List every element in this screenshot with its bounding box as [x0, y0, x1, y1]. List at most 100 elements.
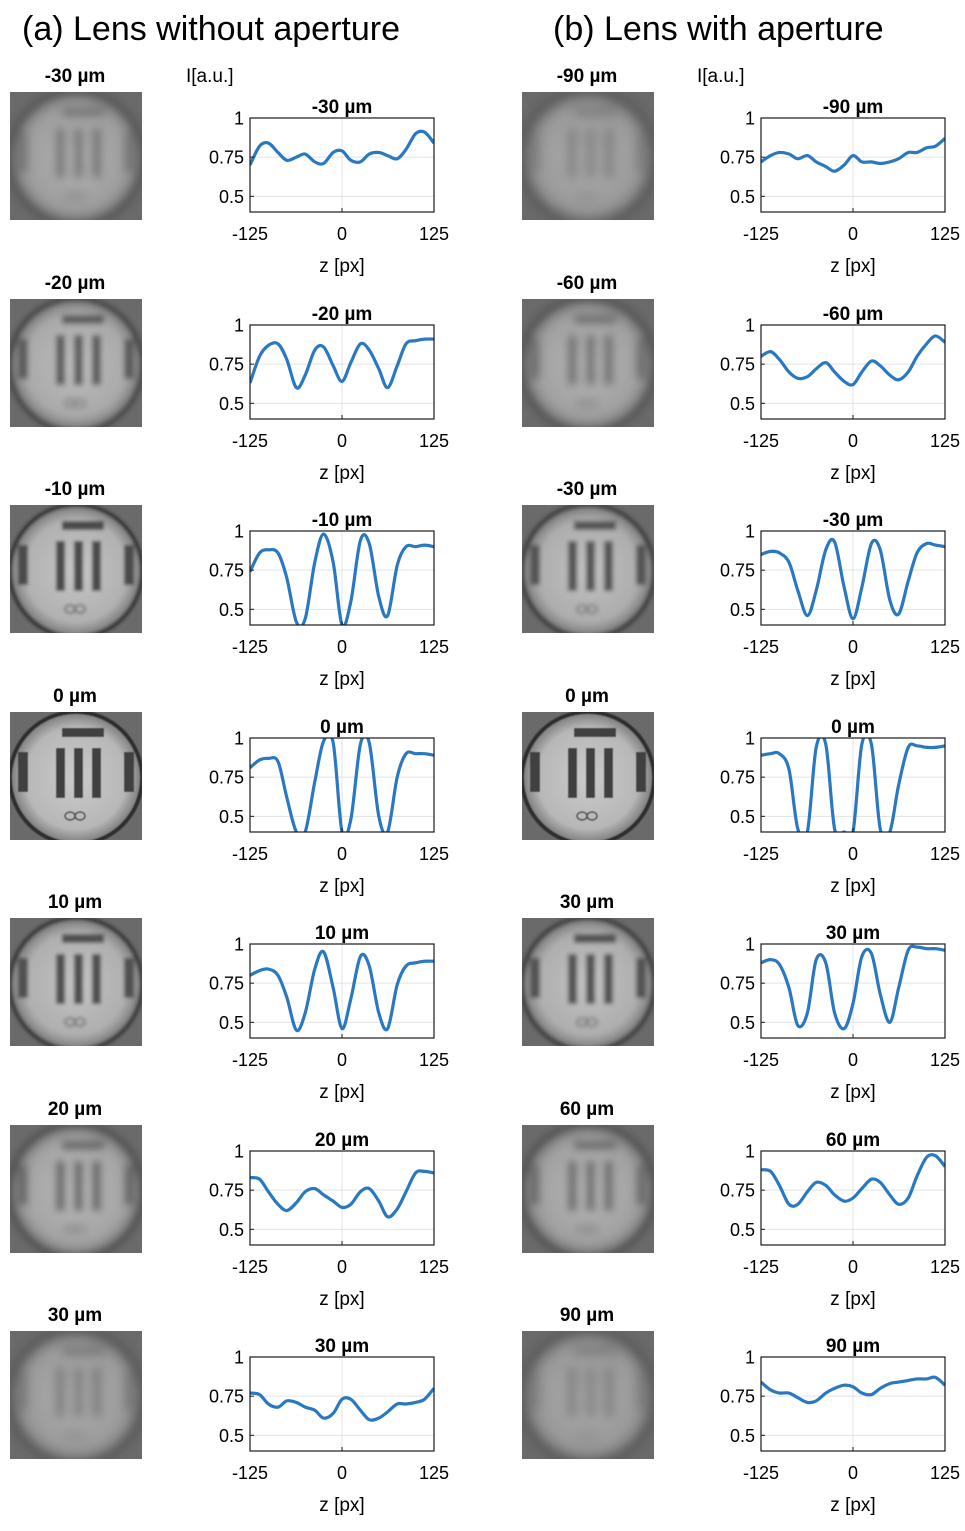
row-label: 20 µm — [47, 1098, 103, 1120]
x-tick-label: 0 — [337, 637, 347, 657]
y-tick-label: 1 — [745, 1141, 755, 1161]
row-label: 10 µm — [47, 892, 103, 913]
series-line — [761, 1375, 945, 1405]
y-tick-label: 0.75 — [720, 1387, 755, 1407]
y-tick-label: 0.5 — [730, 1426, 755, 1446]
microscope-image — [522, 1124, 654, 1253]
y-tick-label: 0.5 — [219, 806, 244, 826]
line-plot: 0.5 0.75 1 -125 0 125 60 µm z [px] — [720, 1130, 960, 1310]
x-tick-label: 125 — [419, 1257, 449, 1277]
series-line — [761, 333, 945, 387]
y-tick-label: 0.5 — [730, 1219, 755, 1239]
line-plot: 0.5 0.75 1 -125 0 125 20 µm z [px] — [209, 1130, 449, 1310]
y-tick-label: 0.75 — [209, 148, 244, 168]
y-tick-label: 1 — [234, 935, 244, 955]
y-tick-label: 0.75 — [209, 1387, 244, 1407]
x-axis-label: z [px] — [319, 256, 364, 277]
y-tick-label: 1 — [745, 315, 755, 335]
y-tick-label: 0.75 — [720, 974, 755, 994]
series-line — [761, 537, 945, 621]
y-tick-label: 0.75 — [720, 561, 755, 581]
x-tick-label: 0 — [337, 1257, 347, 1277]
grid — [760, 737, 946, 832]
panel-b-title: (b) Lens with aperture — [553, 10, 884, 48]
x-tick-label: -125 — [232, 1257, 268, 1277]
x-axis-label: z [px] — [830, 256, 875, 277]
x-axis-label: z [px] — [830, 669, 875, 690]
row-label: -30 µm — [556, 479, 618, 500]
x-tick-label: 125 — [419, 637, 449, 657]
x-tick-label: -125 — [232, 224, 268, 244]
line-plot: 0.5 0.75 1 -125 0 125 -10 µm z [px] — [209, 510, 449, 690]
line-plot: 0.5 0.75 1 -125 0 125 0 µm z [px] — [209, 717, 449, 897]
y-tick-label: 1 — [745, 522, 755, 542]
x-tick-label: -125 — [232, 1463, 268, 1483]
line-plot: 0.5 0.75 1 -125 0 125 30 µm z [px] — [209, 1336, 449, 1516]
row-label: 60 µm — [559, 1098, 615, 1120]
row-label: -10 µm — [44, 479, 106, 500]
x-tick-label: -125 — [743, 431, 779, 451]
y-tick-label: 0.75 — [720, 354, 755, 374]
x-axis-label: z [px] — [830, 1495, 875, 1516]
y-tick-label: 0.75 — [209, 561, 244, 581]
series-line — [250, 532, 434, 625]
x-tick-label: 0 — [848, 224, 858, 244]
x-axis-label: z [px] — [319, 1082, 364, 1103]
x-tick-label: 125 — [930, 844, 960, 864]
line-plot: 0.5 0.75 1 -125 0 125 -30 µm z [px] — [720, 510, 960, 690]
x-tick-label: 0 — [848, 1257, 858, 1277]
plot-title: -60 µm — [823, 304, 884, 325]
y-tick-label: 0.75 — [720, 767, 755, 787]
microscope-image — [10, 711, 142, 840]
y-tick-label: 0.5 — [730, 393, 755, 413]
x-tick-label: -125 — [743, 1257, 779, 1277]
line-plot: 0.5 0.75 1 -125 0 125 30 µm z [px] — [720, 923, 960, 1103]
y-tick-label: 1 — [745, 728, 755, 748]
x-tick-label: -125 — [743, 224, 779, 244]
microscope-image — [10, 1124, 142, 1253]
x-axis-label: z [px] — [319, 1289, 364, 1310]
microscope-image — [10, 298, 142, 427]
y-tick-label: 0.5 — [219, 187, 244, 207]
y-tick-label: 0.75 — [720, 1180, 755, 1200]
microscope-image — [10, 1331, 142, 1459]
plot-title: 30 µm — [826, 923, 880, 944]
x-tick-label: -125 — [743, 1050, 779, 1070]
row-label: -20 µm — [44, 272, 106, 294]
row-label: -30 µm — [44, 66, 106, 87]
x-tick-label: 125 — [930, 637, 960, 657]
x-axis-label: z [px] — [319, 463, 364, 484]
grid — [760, 530, 946, 625]
plot-title: 60 µm — [826, 1130, 880, 1151]
plot-title: 0 µm — [831, 717, 875, 738]
microscope-image — [10, 92, 142, 220]
microscope-image — [522, 918, 654, 1046]
x-axis-label: z [px] — [830, 463, 875, 484]
y-tick-label: 0.75 — [209, 974, 244, 994]
y-tick-label: 1 — [234, 522, 244, 542]
microscope-image — [522, 505, 654, 633]
x-tick-label: 0 — [337, 1463, 347, 1483]
microscope-image — [10, 918, 142, 1046]
y-tick-label: 0.5 — [730, 806, 755, 826]
plot-title: 30 µm — [315, 1336, 369, 1357]
row-label: 90 µm — [559, 1305, 615, 1326]
x-tick-label: -125 — [743, 844, 779, 864]
grid — [760, 1356, 946, 1451]
line-plot: 0.5 0.75 1 -125 0 125 90 µm z [px] — [720, 1336, 960, 1516]
grid — [249, 324, 435, 419]
series-line — [250, 949, 434, 1033]
series-line — [761, 944, 945, 1031]
microscope-image — [522, 298, 654, 427]
x-tick-label: 125 — [419, 431, 449, 451]
y-tick-label: 0.75 — [209, 354, 244, 374]
y-tick-label: 1 — [745, 935, 755, 955]
x-axis-label: z [px] — [319, 669, 364, 690]
microscope-image — [522, 92, 654, 220]
series-line — [250, 336, 434, 390]
x-tick-label: -125 — [232, 637, 268, 657]
x-tick-label: 125 — [930, 1257, 960, 1277]
y-tick-label: 1 — [234, 109, 244, 129]
row-label: 30 µm — [47, 1305, 103, 1326]
plot-title: -30 µm — [823, 510, 884, 531]
